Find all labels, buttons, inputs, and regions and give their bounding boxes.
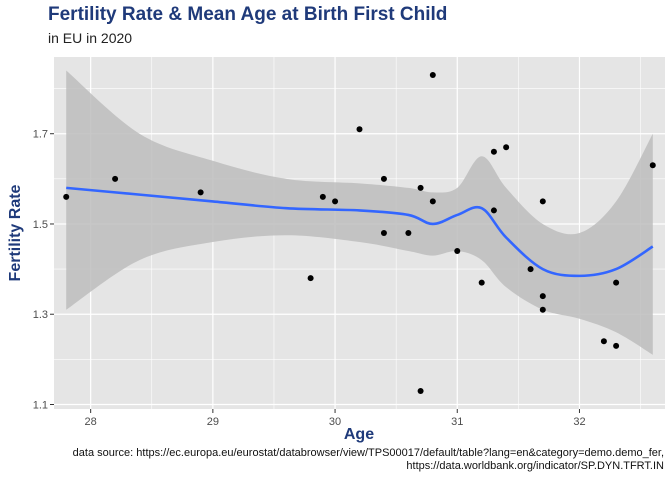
data-point (380, 230, 387, 236)
data-point (356, 126, 363, 133)
y-tick-label: 1.3 (33, 309, 48, 321)
data-point (380, 175, 387, 182)
chart-subtitle: in EU in 2020 (48, 30, 133, 46)
x-tick-label: 28 (85, 416, 97, 428)
y-axis-title: Fertility Rate (7, 184, 24, 281)
data-point (613, 342, 620, 349)
x-tick-label: 30 (329, 416, 341, 428)
y-tick-label: 1.1 (33, 399, 48, 411)
data-point (454, 248, 461, 255)
data-point (539, 293, 546, 300)
y-axis-ticks: 1.1 1.3 1.5 1.7 (33, 129, 54, 411)
x-tick-label: 29 (207, 416, 219, 428)
y-tick-label: 1.5 (33, 219, 48, 231)
caption-line-2: https://data.worldbank.org/indicator/SP.… (406, 460, 664, 472)
data-point (417, 184, 424, 191)
data-point (527, 266, 534, 273)
data-points (63, 72, 656, 394)
data-point (112, 175, 119, 182)
data-point (490, 207, 497, 214)
confidence-band (66, 70, 653, 355)
data-point (197, 189, 204, 196)
data-point (319, 193, 326, 200)
x-tick-label: 32 (573, 416, 585, 428)
data-point (307, 275, 314, 282)
data-point (539, 306, 546, 313)
data-point (503, 144, 510, 151)
data-point (417, 387, 424, 394)
x-tick-label: 31 (451, 416, 463, 428)
caption-line-1: data source: https://ec.europa.eu/eurost… (72, 447, 664, 459)
data-point (478, 279, 485, 286)
data-point (600, 338, 607, 345)
data-point (539, 198, 546, 205)
x-axis-ticks: 28 29 30 31 32 (85, 409, 586, 428)
data-point (429, 72, 436, 79)
smooth-line (66, 186, 654, 278)
y-tick-label: 1.7 (33, 129, 48, 141)
data-point (405, 230, 412, 236)
data-point (332, 198, 339, 205)
x-axis-title: Age (344, 426, 374, 443)
data-point (429, 198, 436, 205)
data-point (490, 148, 497, 155)
data-point (63, 193, 70, 200)
chart-title: Fertility Rate & Mean Age at Birth First… (48, 4, 448, 25)
data-point (649, 162, 656, 169)
data-point (613, 279, 620, 286)
